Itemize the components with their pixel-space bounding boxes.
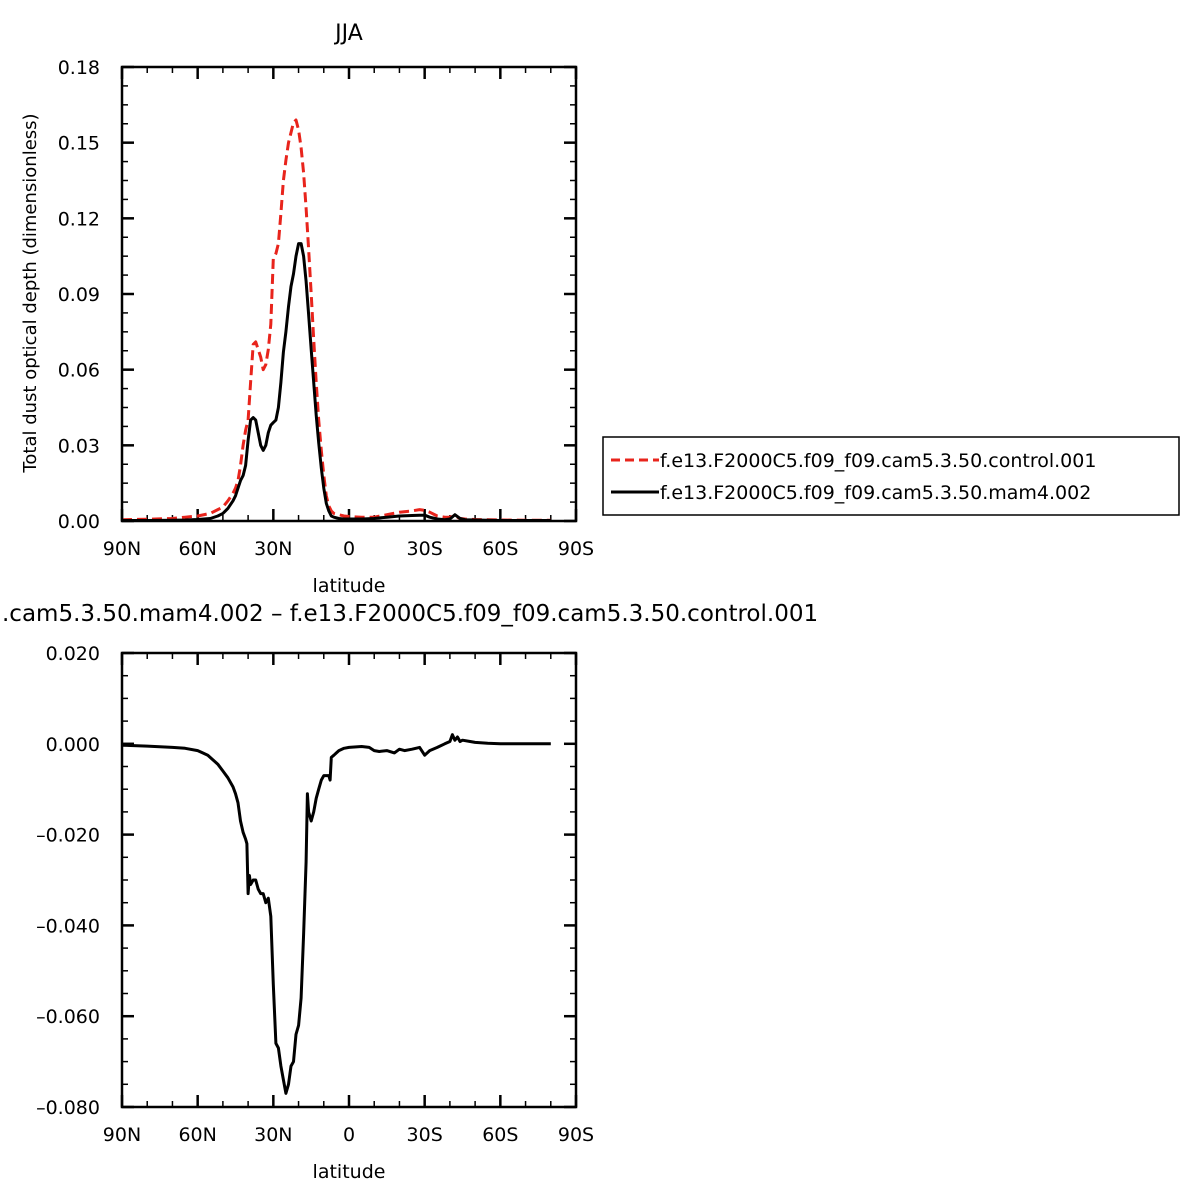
y-tick-label: –0.040	[36, 915, 100, 937]
x-tick-label: 90S	[558, 538, 594, 560]
x-tick-label: 60S	[482, 1124, 518, 1146]
y-tick-label: 0.12	[58, 208, 100, 230]
series-line-mam4-002	[122, 242, 551, 522]
bottom-plot-frame	[120, 651, 578, 1109]
y-tick-label: –0.060	[36, 1006, 100, 1028]
x-tick-label: 60S	[482, 538, 518, 560]
y-tick-label: –0.080	[36, 1097, 100, 1119]
series-line-control-001	[121, 118, 551, 522]
bottom-series-group	[121, 733, 551, 1095]
y-tick-label: 0.15	[58, 133, 100, 155]
legend: f.e13.F2000C5.f09_f09.cam5.3.50.control.…	[602, 436, 1180, 516]
legend-label-control: f.e13.F2000C5.f09_f09.cam5.3.50.control.…	[660, 450, 1096, 472]
bottom-x-ticks: 90N 60N 30N 0 30S 60S 90S	[103, 653, 594, 1146]
x-tick-label: 90N	[103, 1124, 141, 1146]
top-series-group	[121, 118, 551, 522]
legend-label-mam4: f.e13.F2000C5.f09_f09.cam5.3.50.mam4.002	[660, 482, 1091, 504]
y-tick-label: 0.00	[58, 511, 100, 533]
x-tick-label: 90N	[103, 538, 141, 560]
y-tick-label: 0.020	[46, 643, 100, 665]
top-plot-frame	[120, 65, 578, 523]
x-tick-label: 30S	[407, 1124, 443, 1146]
x-tick-label: 60N	[178, 538, 216, 560]
y-tick-label: 0.18	[58, 57, 100, 79]
x-tick-label: 60N	[178, 1124, 216, 1146]
x-tick-label: 30N	[254, 1124, 292, 1146]
top-panel: JJA Total dust optical depth (dimensionl…	[20, 21, 594, 597]
bottom-panel: .cam5.3.50.mam4.002 – f.e13.F2000C5.f09_…	[2, 601, 818, 1183]
top-y-axis-label: Total dust optical depth (dimensionless)	[20, 113, 41, 473]
series-line-1	[121, 733, 551, 1095]
bottom-chart-title: .cam5.3.50.mam4.002 – f.e13.F2000C5.f09_…	[2, 601, 818, 627]
y-tick-label: –0.020	[36, 825, 100, 847]
x-tick-label: 30S	[407, 538, 443, 560]
y-tick-label: 0.09	[58, 284, 100, 306]
legend-box	[602, 436, 1180, 516]
y-tick-label: 0.000	[46, 734, 100, 756]
y-tick-label: 0.03	[58, 435, 100, 457]
top-y-ticks: 0.00 0.03 0.06 0.09 0.12 0.15 0.18	[58, 57, 576, 533]
top-chart-title: JJA	[333, 21, 363, 46]
top-x-axis-label: latitude	[313, 575, 386, 597]
x-tick-label: 0	[343, 1124, 355, 1146]
y-tick-label: 0.06	[58, 360, 100, 382]
bottom-x-axis-label: latitude	[313, 1161, 386, 1183]
x-tick-label: 0	[343, 538, 355, 560]
x-tick-label: 90S	[558, 1124, 594, 1146]
x-tick-label: 30N	[254, 538, 292, 560]
top-x-ticks: 90N 60N 30N 0 30S 60S 90S	[103, 67, 594, 560]
